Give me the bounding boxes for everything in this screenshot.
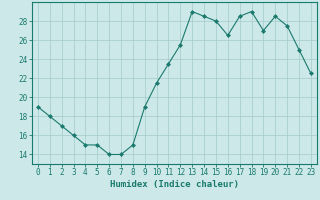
X-axis label: Humidex (Indice chaleur): Humidex (Indice chaleur) [110, 180, 239, 189]
